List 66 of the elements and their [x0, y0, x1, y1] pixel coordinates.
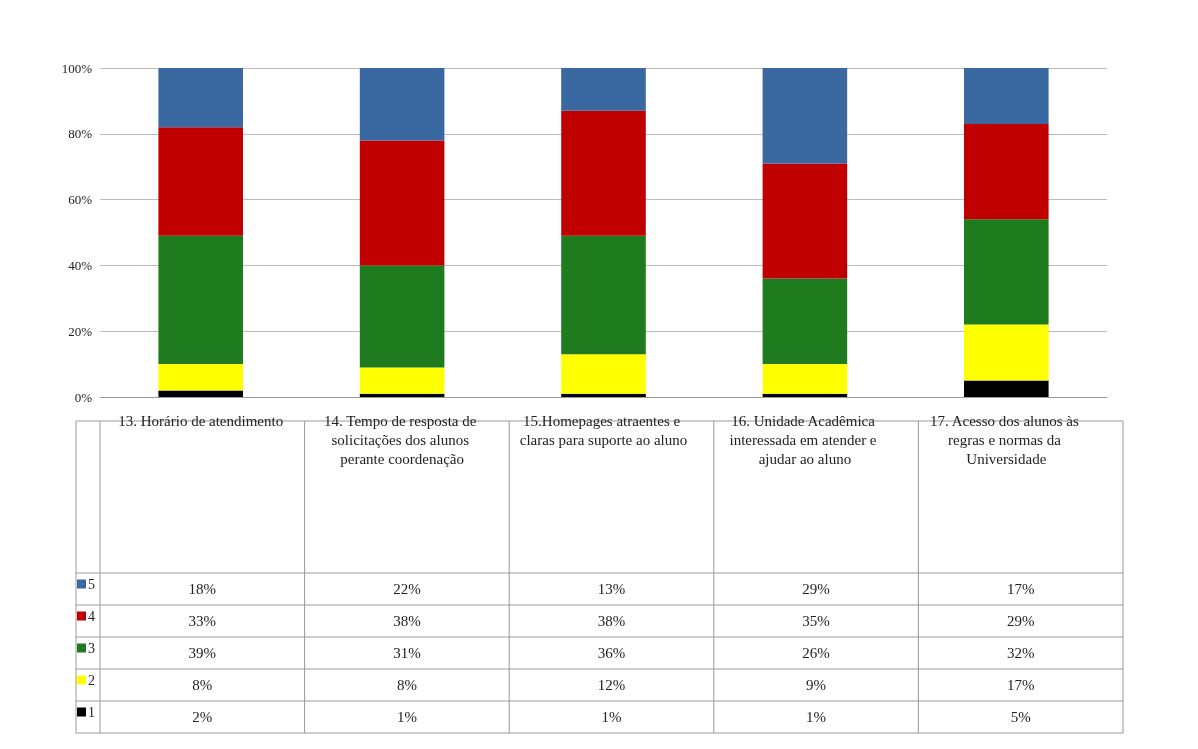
data-label: 38%	[393, 613, 421, 629]
bar	[561, 68, 646, 111]
bar	[359, 393, 445, 397]
data-label: 8%	[396, 677, 417, 693]
data-label: 1%	[806, 709, 827, 725]
bar	[964, 219, 1049, 325]
data-label: 26%	[802, 645, 830, 661]
bar	[964, 68, 1049, 124]
y-tick-label: 80%	[68, 126, 93, 142]
data-label: 35%	[802, 613, 830, 629]
x-tick-label: 16. Unidade Acadêmica interessada em atender e ajudar ao aluno	[729, 412, 881, 467]
bar	[359, 265, 445, 368]
data-label: 17%	[1006, 581, 1035, 597]
x-tick-label: 15.Homepages atraentes e claras para suporte ao aluno	[519, 412, 688, 448]
bar	[561, 110, 646, 236]
bar	[359, 68, 445, 141]
bar	[762, 163, 848, 279]
bar	[561, 354, 646, 394]
bar	[561, 393, 646, 397]
data-label: 33%	[188, 613, 217, 629]
bar	[762, 278, 848, 365]
bar	[964, 380, 1049, 397]
data-label: 36%	[597, 645, 626, 661]
bar	[964, 324, 1049, 381]
bar	[158, 390, 243, 397]
data-label: 31%	[393, 645, 421, 661]
data-label: 2%	[192, 709, 213, 725]
bar	[158, 235, 243, 365]
y-tick-label: 0%	[74, 389, 93, 405]
data-label: 32%	[1006, 645, 1035, 661]
bar	[158, 364, 243, 391]
data-label: 39%	[188, 645, 217, 661]
data-label: 5%	[1010, 709, 1031, 725]
legend-label: 4	[88, 608, 95, 624]
data-label: 29%	[802, 581, 830, 597]
y-tick-label: 20%	[68, 323, 93, 339]
x-tick-label: 13. Horário de atendimento	[118, 412, 284, 429]
data-label: 38%	[597, 613, 626, 629]
data-label: 18%	[188, 581, 217, 597]
bar	[964, 123, 1049, 220]
bar	[359, 367, 445, 394]
data-label: 29%	[1006, 613, 1035, 629]
bar	[762, 364, 848, 394]
data-label: 22%	[393, 581, 421, 597]
y-tick-label: 100%	[61, 60, 93, 76]
legend-label: 1	[88, 704, 95, 720]
data-label: 12%	[597, 677, 626, 693]
x-tick-label: 17. Acesso dos alunos às regras e normas da Universidade	[930, 412, 1083, 467]
bar	[762, 68, 848, 164]
bar	[158, 127, 243, 236]
x-tick-label: 14. Tempo de resposta de solicitações dos alunos perante coordenação	[324, 412, 481, 467]
data-label: 17%	[1006, 677, 1035, 693]
data-label: 1%	[396, 709, 417, 725]
legend-label: 5	[88, 576, 95, 592]
data-label: 13%	[597, 581, 626, 597]
bar	[359, 140, 445, 266]
y-tick-label: 40%	[68, 257, 93, 273]
bar	[158, 68, 243, 128]
y-tick-label: 60%	[68, 192, 93, 208]
data-label: 8%	[192, 677, 213, 693]
legend-label: 2	[88, 672, 95, 688]
data-label: 9%	[806, 677, 827, 693]
bar	[762, 393, 848, 397]
legend-label: 3	[88, 640, 95, 656]
data-label: 1%	[601, 709, 622, 725]
bar	[561, 235, 646, 355]
